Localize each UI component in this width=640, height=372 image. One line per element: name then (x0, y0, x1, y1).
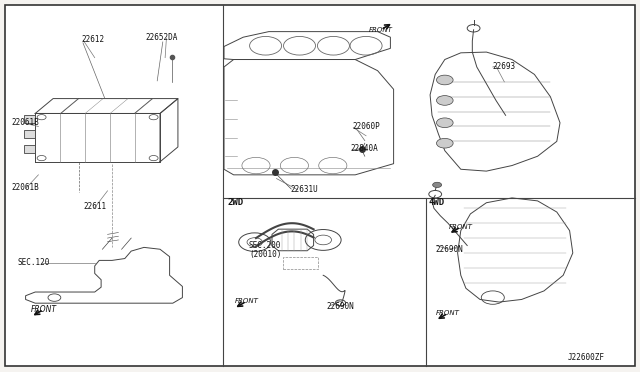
Text: 22061B: 22061B (12, 118, 39, 127)
Text: 2WD: 2WD (227, 198, 243, 207)
Circle shape (436, 75, 453, 85)
Text: SEC.200: SEC.200 (248, 241, 281, 250)
Text: 22840A: 22840A (351, 144, 378, 153)
Text: FRONT: FRONT (369, 27, 393, 33)
Bar (24, 145, 35, 153)
Circle shape (436, 138, 453, 148)
Text: (20010): (20010) (250, 250, 282, 259)
Text: FRONT: FRONT (234, 298, 259, 304)
Text: 22060P: 22060P (352, 122, 380, 131)
Text: 22690N: 22690N (326, 302, 354, 311)
Bar (24, 115, 35, 123)
Circle shape (436, 96, 453, 105)
Text: 22611: 22611 (83, 202, 106, 211)
Bar (24, 130, 35, 138)
Text: SEC.120: SEC.120 (18, 258, 51, 267)
Text: 4WD: 4WD (429, 198, 445, 207)
Text: 22061B: 22061B (12, 183, 39, 192)
Circle shape (433, 182, 442, 187)
Circle shape (436, 118, 453, 128)
Text: 22652DA: 22652DA (146, 33, 179, 42)
Text: 22631U: 22631U (291, 185, 318, 194)
Bar (283, 257, 318, 269)
Text: FRONT: FRONT (449, 224, 473, 230)
Text: FRONT: FRONT (436, 310, 460, 316)
Text: 22690N: 22690N (435, 245, 463, 254)
Text: 22693: 22693 (493, 62, 516, 71)
Text: J22600ZF: J22600ZF (568, 353, 605, 362)
Text: 22612: 22612 (82, 35, 105, 44)
Text: FRONT: FRONT (31, 305, 56, 314)
